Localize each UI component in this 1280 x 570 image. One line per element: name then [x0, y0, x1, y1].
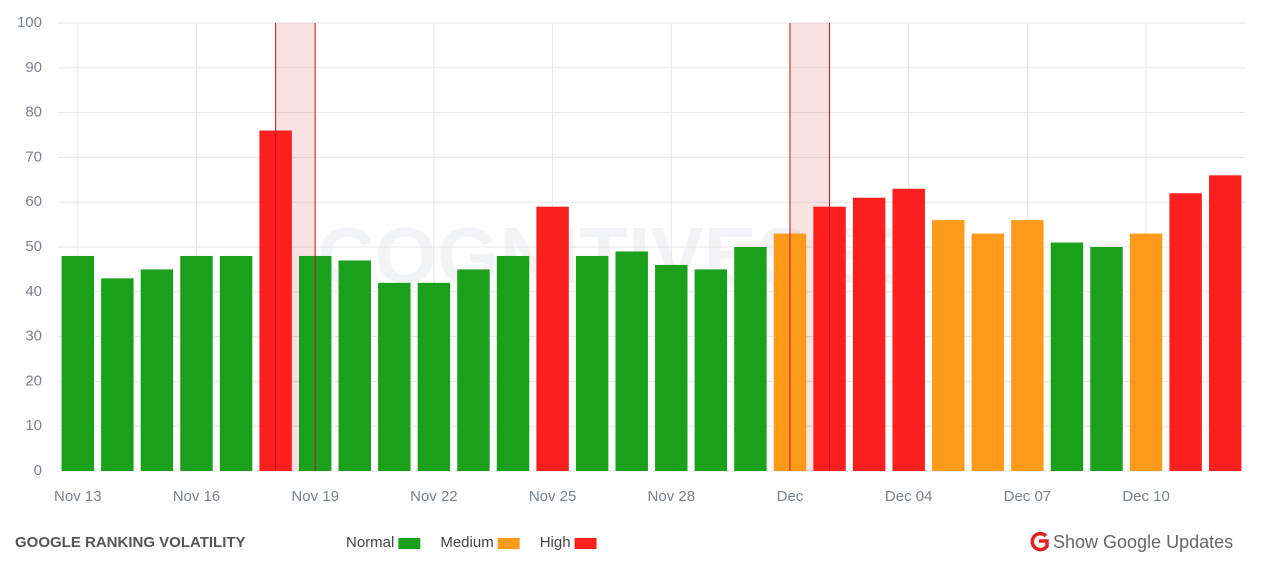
bar — [61, 255, 95, 471]
bar — [1011, 220, 1044, 471]
bar — [1129, 233, 1163, 471]
y-tick-label: 90 — [25, 59, 42, 76]
y-tick-label: 70 — [25, 148, 42, 165]
bar — [1050, 242, 1084, 471]
y-tick-label: 30 — [25, 328, 42, 345]
legend-swatch — [398, 538, 421, 549]
y-tick-label: 40 — [25, 283, 42, 300]
bar — [971, 233, 1005, 471]
y-tick-label: 60 — [25, 193, 42, 210]
bar — [101, 278, 134, 471]
x-tick-label: Dec 10 — [1122, 488, 1170, 505]
bar — [219, 255, 253, 471]
bar — [536, 206, 569, 471]
legend-label: High — [540, 534, 571, 551]
bar — [417, 282, 451, 471]
bar — [892, 188, 925, 471]
google-updates-toggle[interactable]: Show Google Updates — [1030, 531, 1233, 552]
y-tick-label: 80 — [25, 104, 42, 121]
plot: COGNITIVESEO0102030405060708090100Nov 13… — [17, 14, 1245, 505]
bar — [575, 255, 609, 471]
legend-swatch — [497, 538, 520, 549]
y-tick-label: 0 — [34, 462, 42, 479]
bar — [694, 269, 728, 471]
bar — [1169, 193, 1202, 472]
bar — [457, 269, 490, 471]
bar — [140, 269, 174, 471]
legend: Normal Medium High — [346, 534, 597, 551]
bar — [338, 260, 371, 471]
toggle-label[interactable]: Show Google Updates — [1053, 532, 1233, 552]
chart-title: GOOGLE RANKING VOLATILITY — [15, 534, 246, 551]
bar — [180, 255, 213, 471]
bar — [1090, 247, 1123, 471]
x-tick-label: Nov 13 — [54, 488, 102, 505]
x-tick-label: Nov 28 — [648, 488, 696, 505]
bar — [655, 264, 688, 471]
x-tick-label: Dec 07 — [1004, 488, 1052, 505]
y-tick-label: 50 — [25, 238, 42, 255]
bar — [615, 251, 648, 471]
bar — [932, 220, 965, 471]
x-tick-label: Nov 19 — [291, 488, 339, 505]
y-tick-label: 20 — [25, 372, 42, 389]
x-tick-label: Nov 22 — [410, 488, 458, 505]
y-tick-label: 10 — [25, 417, 42, 434]
legend-label: Medium — [440, 534, 493, 551]
google-icon — [1030, 531, 1049, 552]
x-tick-label: Dec 04 — [885, 488, 933, 505]
bar — [852, 197, 886, 471]
legend-swatch — [574, 538, 597, 549]
x-tick-label: Dec — [777, 488, 804, 505]
bar — [1208, 175, 1242, 471]
x-tick-label: Nov 25 — [529, 488, 577, 505]
x-tick-label: Nov 16 — [173, 488, 221, 505]
bar — [734, 247, 767, 471]
legend-label: Normal — [346, 534, 394, 551]
bar — [378, 282, 411, 471]
bar — [496, 255, 530, 471]
y-tick-label: 100 — [17, 14, 42, 31]
